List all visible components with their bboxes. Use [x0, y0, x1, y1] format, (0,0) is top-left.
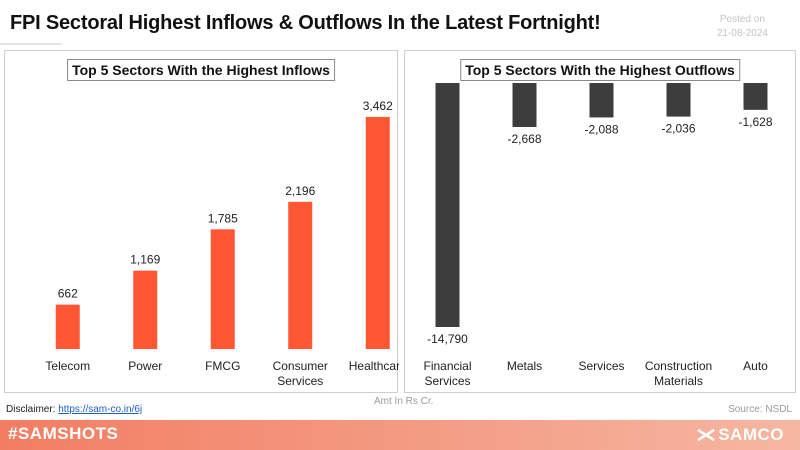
outflow-bar [589, 83, 614, 118]
inflow-bar [210, 229, 235, 349]
inflow-bar [365, 116, 390, 350]
footer-band: #SAMSHOTS SAMCO [0, 420, 800, 450]
inflow-category-label: Services [277, 374, 323, 388]
outflow-category-label: Services [424, 374, 470, 388]
inflow-value-label: 2,196 [285, 184, 315, 198]
outflow-category-label: Metals [507, 359, 542, 373]
inflow-bar [55, 304, 80, 349]
outflow-value-label: -2,668 [507, 132, 541, 146]
outflow-bar [743, 83, 768, 110]
inflows-panel: 662 Telecom 1,169 Power 1,785 FMCG 2,196 Consum… [4, 50, 399, 393]
outflows-chart: -14,790FinancialServices-2,668Metals-2,0… [423, 83, 773, 388]
posted-label: Posted on [719, 14, 765, 25]
disclaimer: Disclaimer: https://sam-co.in/6j [6, 404, 142, 415]
inflow-value-label: 662 [58, 287, 78, 301]
disclaimer-label: Disclaimer: [6, 404, 56, 415]
posted-date: 21-08-2024 [716, 28, 768, 39]
hashtag: #SAMSHOTS [8, 424, 119, 443]
samco-logo-icon [697, 428, 715, 442]
inflow-category-label: Power [128, 359, 162, 373]
inflows-chart-title: Top 5 Sectors With the Highest Inflows [67, 59, 335, 81]
outflow-category-label: Construction [645, 359, 712, 373]
unit-note: Amt In Rs Cr. [374, 396, 434, 407]
inflow-category-label: Healthcare [349, 359, 399, 373]
source-note: Source: NSDL [728, 404, 792, 415]
brand-name: SAMCO [718, 425, 784, 444]
outflow-bar [512, 83, 537, 128]
outflow-bar [435, 83, 460, 327]
outflow-category-label: Financial [423, 359, 471, 373]
inflow-bar [288, 201, 313, 349]
inflow-category-label: Telecom [45, 359, 90, 373]
inflow-category-label: FMCG [205, 359, 240, 373]
outflow-value-label: -1,628 [738, 115, 772, 129]
inflow-value-label: 3,462 [363, 99, 393, 113]
outflow-value-label: -14,790 [427, 332, 468, 346]
outflow-value-label: -2,088 [584, 122, 618, 136]
outflows-chart-title: Top 5 Sectors With the Highest Outflows [460, 59, 740, 81]
outflow-bar [666, 83, 691, 117]
outflow-category-label: Materials [654, 374, 703, 388]
inflow-value-label: 1,785 [208, 211, 238, 225]
inflow-category-label: Consumer [273, 359, 328, 373]
disclaimer-link[interactable]: https://sam-co.in/6j [58, 404, 143, 415]
outflow-value-label: -2,036 [661, 122, 695, 136]
page-title: FPI Sectoral Highest Inflows & Outflows … [10, 12, 601, 34]
inflows-chart: 662 Telecom 1,169 Power 1,785 FMCG 2,196 Consum… [45, 99, 399, 388]
brand-logo: SAMCO [697, 425, 784, 445]
outflows-panel: -14,790 Financial Services -2,668 Metals -2,0… [404, 50, 796, 393]
title-underline [0, 43, 62, 45]
inflow-value-label: 1,169 [130, 253, 160, 267]
inflow-bar [133, 270, 158, 349]
outflow-category-label: Services [578, 359, 624, 373]
outflow-category-label: Auto [743, 359, 768, 373]
posted-stamp: Posted on 21-08-2024 [717, 13, 768, 41]
